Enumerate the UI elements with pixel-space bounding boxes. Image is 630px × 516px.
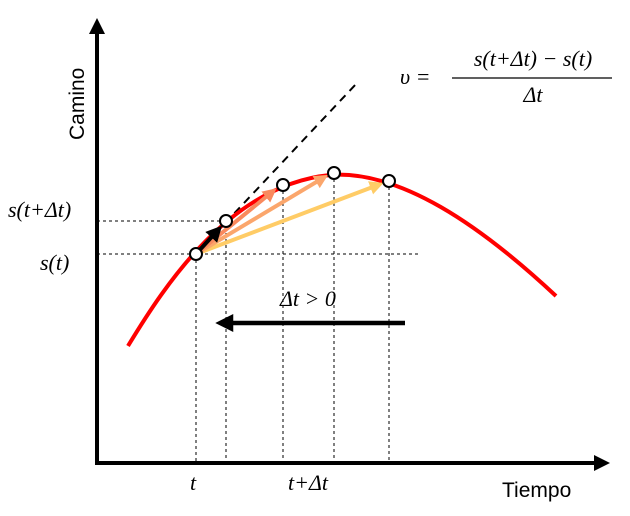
label-dt-positive: Δt > 0	[279, 286, 336, 311]
label-t: t	[190, 470, 197, 495]
curve-points	[189, 166, 396, 261]
formula-denominator: Δt	[522, 82, 543, 107]
formula-lhs: υ =	[400, 64, 430, 89]
secant-arrow-3	[194, 174, 329, 256]
x-axis-label: Tiempo	[502, 479, 571, 502]
secant-arrow-4	[195, 181, 384, 256]
secant-arrow-2	[194, 188, 277, 256]
label-s-t-dt: s(t+Δt)	[8, 197, 71, 222]
formula-numerator: s(t+Δt) − s(t)	[474, 46, 592, 71]
tangent-line	[195, 82, 358, 255]
label-s-t: s(t)	[40, 250, 69, 275]
label-t-dt: t+Δt	[288, 470, 329, 495]
y-axis-label: Camino	[66, 68, 89, 140]
